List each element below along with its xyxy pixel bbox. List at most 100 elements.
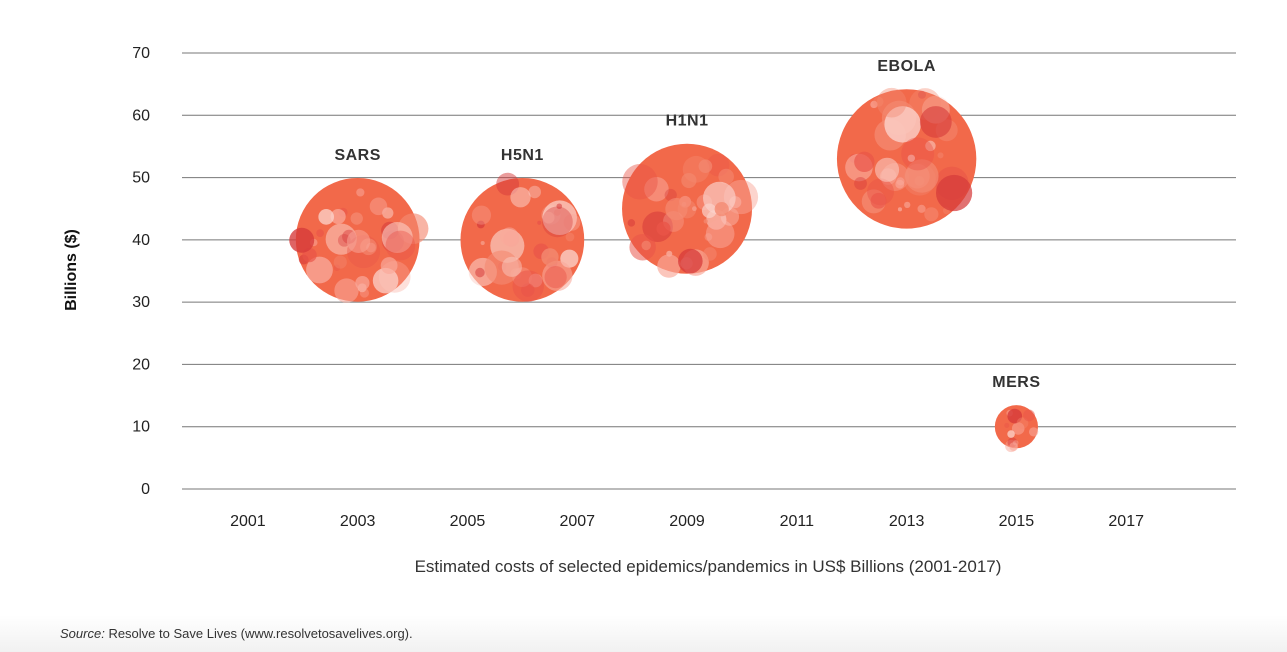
y-tick-label: 60 — [132, 107, 150, 124]
bubble-speckle — [372, 267, 399, 294]
bubble-speckle — [703, 219, 709, 224]
bubble-speckle — [510, 187, 531, 208]
bubble-ebola — [836, 87, 977, 229]
bubble-speckle — [541, 248, 559, 266]
bubble-speckle — [544, 266, 567, 289]
bubble-speckle — [903, 163, 936, 196]
bubbles — [289, 87, 1039, 453]
bubble-speckle — [870, 192, 887, 209]
bubble-chart: 0 10 20 30 40 50 60 70 2001 2003 2005 2007 2009 2011… — [63, 45, 1236, 576]
y-tick-label: 30 — [132, 294, 150, 311]
y-tick-label: 10 — [132, 419, 150, 436]
bubble-speckle — [1007, 430, 1015, 438]
bubble-mers — [994, 405, 1039, 453]
bubble-speckle — [870, 100, 878, 109]
bubble-speckle — [917, 90, 926, 99]
bubble-speckle — [356, 188, 365, 197]
bubble-speckle — [1004, 422, 1010, 428]
bubble-speckle — [641, 240, 651, 251]
bubble-speckle — [1028, 427, 1039, 437]
x-tick-label: 2003 — [340, 513, 376, 530]
bubble-speckle — [318, 209, 335, 225]
bubble-speckle — [369, 197, 388, 216]
bubble-speckle — [553, 209, 561, 216]
x-tick-label: 2013 — [889, 513, 925, 530]
bubble-speckle — [656, 221, 671, 236]
bubble-speckle — [907, 154, 916, 162]
bubble-speckle — [381, 222, 413, 253]
bubble-label-ebola: EBOLA — [877, 58, 936, 75]
bubble-speckle — [664, 188, 677, 202]
bubble-speckle — [1023, 409, 1035, 422]
x-tick-label: 2001 — [230, 513, 266, 530]
bubble-speckle — [854, 151, 875, 173]
bubble-h1n1 — [622, 143, 759, 278]
bubble-speckle — [873, 96, 884, 107]
bubble-speckle — [542, 260, 573, 291]
bubble-speckle — [385, 230, 416, 261]
bubble-speckle — [935, 174, 973, 212]
source-text: Resolve to Save Lives (www.resolvetosave… — [108, 626, 413, 641]
source-label: Source: — [60, 626, 105, 641]
bubble-speckle — [556, 203, 563, 210]
bubble-speckle — [901, 137, 935, 171]
bubble-speckle — [718, 168, 734, 185]
bubble-speckle — [665, 197, 688, 221]
bubble-speckle — [692, 206, 697, 212]
source-note: Source: Resolve to Save Lives (www.resol… — [60, 626, 413, 641]
bubble-speckle — [382, 207, 394, 219]
bubble-speckle — [924, 207, 939, 222]
bubble-speckle — [480, 241, 485, 246]
bubble-label-mers: MERS — [992, 374, 1040, 391]
bubble-speckle — [874, 157, 900, 182]
x-axis-ticks: 2001 2003 2005 2007 2009 2011 2013 2015 2017 — [230, 513, 1144, 530]
bubble-speckle — [876, 87, 907, 118]
bubble-speckle — [366, 242, 376, 253]
bubble-speckle — [334, 278, 359, 303]
bubble-speckle — [316, 229, 324, 238]
bubble-speckle — [703, 247, 717, 261]
x-tick-label: 2007 — [559, 513, 595, 530]
bubble-speckle — [475, 267, 485, 278]
bubble-speckle — [705, 219, 735, 249]
bubble-speckle — [854, 176, 867, 190]
bubble-speckle — [333, 264, 341, 271]
bubble-speckle — [925, 140, 936, 152]
bubble-speckle — [1009, 442, 1019, 452]
bubble-speckle — [355, 275, 370, 291]
bubble-speckle — [627, 219, 636, 227]
bubble-speckle — [333, 255, 347, 269]
bubble-speckle — [501, 256, 522, 277]
bubble-labels: SARS H5N1 H1N1 EBOLA MERS — [334, 58, 1040, 391]
bubble-speckle — [330, 208, 346, 225]
bubble-speckle — [937, 152, 944, 159]
bubble-speckle — [542, 200, 577, 236]
bubble-h5n1 — [460, 172, 585, 302]
bubble-speckle — [678, 248, 703, 274]
bubble-speckle — [905, 159, 939, 193]
bubble-speckle — [904, 201, 911, 209]
bubble-speckle — [919, 106, 952, 138]
bubble-speckle — [542, 211, 555, 224]
bubble-speckle — [346, 229, 371, 254]
bubble-speckle — [1011, 422, 1025, 435]
y-tick-label: 40 — [132, 232, 150, 249]
bubble-speckle — [657, 254, 681, 278]
bubble-label-h5n1: H5N1 — [501, 147, 544, 164]
x-tick-label: 2015 — [999, 513, 1035, 530]
x-tick-label: 2017 — [1108, 513, 1144, 530]
bubble-speckle — [1016, 417, 1029, 430]
bubble-speckle — [714, 202, 729, 217]
bubble-speckle — [537, 220, 542, 225]
x-tick-label: 2005 — [450, 513, 486, 530]
bubble-speckle — [476, 220, 485, 229]
bubble-speckle — [500, 227, 519, 246]
bubble-sars — [289, 177, 429, 303]
x-tick-label: 2011 — [780, 513, 815, 530]
x-axis-title: Estimated costs of selected epidemics/pa… — [415, 557, 1002, 576]
bubble-speckle — [701, 203, 717, 219]
bubble-speckle — [698, 159, 713, 174]
bubble-speckle — [542, 206, 573, 238]
bubble-speckle — [380, 257, 398, 274]
